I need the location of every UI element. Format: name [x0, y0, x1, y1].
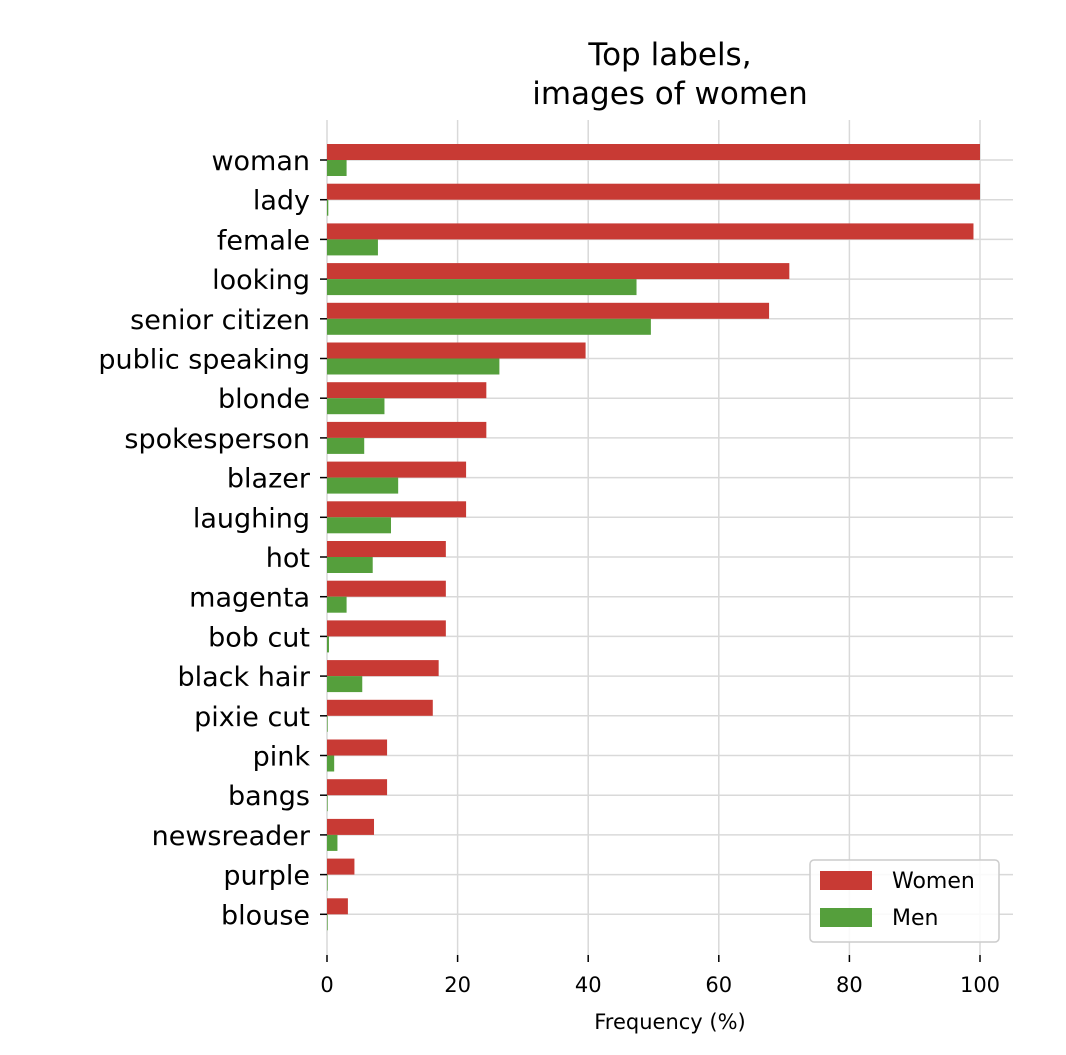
bar-women: [327, 580, 446, 597]
x-tick-label: 100: [960, 973, 1000, 997]
legend-label-men: Men: [892, 906, 938, 931]
category-label: lady: [253, 186, 310, 217]
bar-men: [327, 199, 329, 216]
bar-men: [327, 715, 328, 732]
bars: [327, 144, 980, 931]
bar-men: [327, 279, 637, 296]
category-label: looking: [212, 265, 310, 296]
bar-women: [327, 421, 487, 438]
bar-women: [327, 263, 790, 280]
x-axis-ticks: 0 20 40 60 80 100: [320, 955, 1000, 997]
bar-men: [327, 477, 399, 494]
bar-women: [327, 620, 446, 637]
category-label: blonde: [218, 384, 310, 415]
category-label: spokesperson: [124, 424, 310, 455]
bar-men: [327, 318, 651, 335]
category-label: black hair: [177, 662, 310, 693]
category-label: bangs: [228, 781, 310, 812]
chart-title-line-1: Top labels,: [587, 37, 751, 73]
bar-women: [327, 541, 446, 557]
bar-men: [327, 755, 335, 772]
bar-women: [327, 144, 980, 160]
category-label: magenta: [189, 583, 310, 614]
legend-label-women: Women: [892, 869, 975, 894]
category-labels: woman lady female looking senior citizen publ…: [98, 146, 310, 931]
category-label: pink: [253, 742, 311, 773]
bar-women: [327, 818, 375, 835]
bar-women: [327, 461, 467, 478]
bar-women: [327, 183, 980, 200]
bar-women: [327, 858, 355, 875]
x-tick-label: 0: [320, 973, 333, 997]
category-label: blouse: [221, 900, 310, 931]
category-label: purple: [223, 861, 310, 892]
bar-women: [327, 898, 348, 915]
bar-men: [327, 437, 365, 454]
bar-men: [327, 795, 328, 812]
category-label: pixie cut: [194, 702, 310, 733]
bar-women: [327, 779, 388, 796]
bar-men: [327, 596, 347, 613]
x-tick-label: 60: [705, 973, 732, 997]
bar-men: [327, 160, 347, 176]
category-label: newsreader: [152, 821, 311, 852]
bar-men: [327, 834, 338, 851]
category-label: blazer: [227, 464, 311, 495]
bar-women: [327, 382, 487, 399]
bar-men: [327, 557, 373, 573]
category-label: woman: [211, 146, 310, 177]
legend: Women Men: [809, 859, 1000, 943]
bar-men: [327, 239, 378, 256]
bar-women: [327, 699, 433, 716]
category-label: public speaking: [98, 345, 310, 376]
x-tick-label: 40: [575, 973, 602, 997]
legend-swatch-men: [820, 908, 872, 927]
bar-men: [327, 914, 328, 931]
bar-women: [327, 342, 586, 359]
legend-swatch-women: [820, 871, 872, 890]
bar-women: [327, 739, 388, 756]
bar-women: [327, 302, 770, 319]
bar-men: [327, 636, 329, 653]
gridlines: [320, 120, 1013, 955]
category-label: laughing: [193, 503, 310, 534]
chart-title-line-2: images of women: [532, 76, 808, 112]
category-label: bob cut: [208, 622, 310, 653]
x-axis-label: Frequency (%): [594, 1010, 746, 1034]
bar-men: [327, 676, 363, 693]
category-label: senior citizen: [130, 305, 310, 336]
bar-men: [327, 398, 385, 415]
category-label: female: [217, 225, 310, 256]
x-tick-label: 80: [836, 973, 863, 997]
bar-men: [327, 517, 391, 534]
bar-women: [327, 501, 467, 518]
x-tick-label: 20: [444, 973, 471, 997]
bar-men: [327, 874, 328, 891]
category-label: hot: [266, 543, 310, 574]
bar-men: [327, 358, 500, 375]
bar-women: [327, 660, 439, 677]
bar-women: [327, 223, 974, 240]
